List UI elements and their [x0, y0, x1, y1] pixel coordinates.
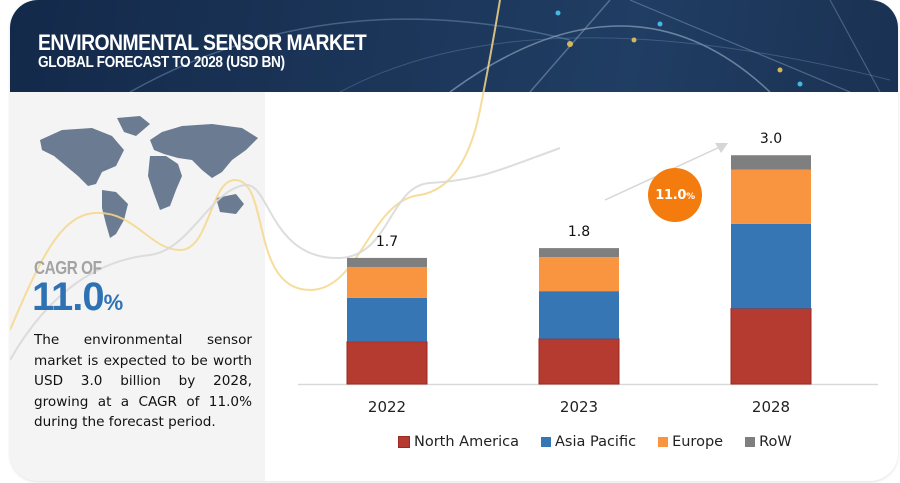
legend-item-row: RoW — [745, 434, 792, 450]
cagr-value: 11.0% — [32, 275, 124, 320]
page-title: ENVIRONMENTAL SENSOR MARKET — [38, 30, 367, 55]
header-decoration — [129, 0, 891, 92]
bar-north-america-2023 — [538, 338, 620, 385]
legend-label: Asia Pacific — [554, 434, 637, 450]
total-label-2028: 3.0 — [760, 131, 782, 147]
legend-label: North America — [414, 434, 519, 450]
cagr-number: 11.0 — [32, 275, 105, 319]
chart-legend: North America Asia Pacific Europe RoW — [398, 434, 792, 450]
decorative-waves — [10, 0, 561, 361]
header-banner: ENVIRONMENTAL SENSOR MARKET GLOBAL FOREC… — [10, 0, 898, 92]
growth-arrow-head — [715, 143, 728, 153]
cagr-label: CAGR OF — [34, 258, 102, 278]
world-map-icon — [40, 116, 258, 238]
total-label-2022: 1.7 — [376, 234, 398, 250]
infographic-frame: ENVIRONMENTAL SENSOR MARKET GLOBAL FOREC… — [10, 0, 898, 481]
bar-row-2022 — [347, 257, 427, 267]
x-tick-label-2022: 2022 — [368, 398, 406, 416]
stacked-bar-chart: 1.7 2022 1.8 2023 3.0 2028 — [298, 131, 878, 416]
bar-europe-2022 — [347, 266, 427, 298]
legend-swatch — [658, 437, 669, 447]
page-subtitle: GLOBAL FORECAST TO 2028 (USD BN) — [38, 54, 285, 71]
legend-label: RoW — [759, 434, 792, 450]
growth-badge-value: 11.0 — [655, 187, 687, 203]
bar-row-2023 — [539, 248, 619, 258]
legend-swatch — [745, 437, 756, 447]
x-tick-label-2023: 2023 — [560, 398, 598, 416]
legend-swatch — [540, 437, 551, 447]
bar-asia-pacific-2023 — [539, 291, 619, 339]
bar-north-america-2022 — [346, 341, 428, 385]
total-label-2023: 1.8 — [568, 224, 590, 240]
legend-label: Europe — [672, 434, 724, 450]
x-tick-label-2028: 2028 — [752, 398, 790, 416]
bar-north-america-2028 — [730, 308, 812, 385]
bar-asia-pacific-2028 — [731, 223, 811, 309]
summary-panel — [10, 92, 265, 481]
growth-badge-unit: % — [686, 191, 695, 202]
bar-europe-2028 — [731, 169, 811, 224]
legend-item-asia-pacific: Asia Pacific — [540, 434, 637, 450]
market-description: The environmental sensor market is expec… — [34, 332, 252, 430]
legend-item-north-america: North America — [398, 434, 519, 450]
bar-asia-pacific-2022 — [347, 297, 427, 342]
legend-item-europe: Europe — [658, 434, 723, 450]
growth-badge: 11.0% — [648, 168, 702, 222]
bar-europe-2023 — [539, 257, 619, 292]
legend-swatch — [398, 436, 410, 448]
cagr-unit: % — [103, 290, 124, 315]
bar-row-2028 — [731, 155, 811, 170]
